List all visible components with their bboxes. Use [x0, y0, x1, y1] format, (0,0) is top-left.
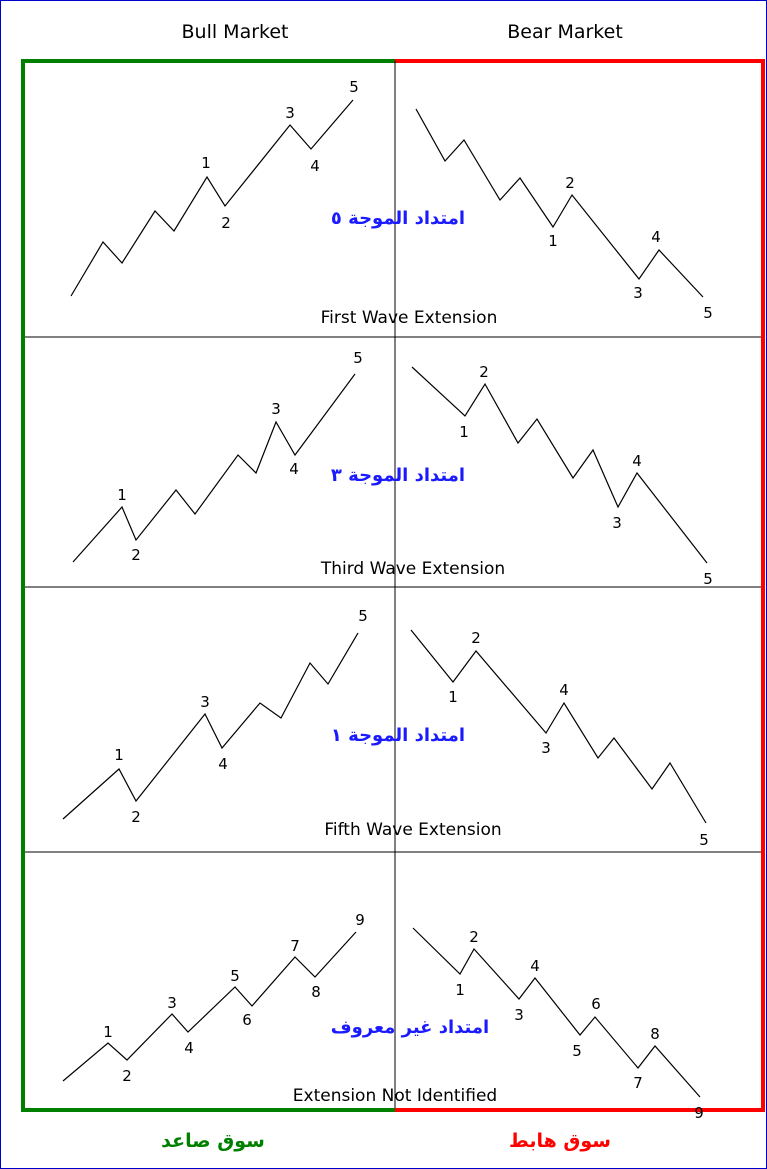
bull-label: 5	[349, 78, 359, 96]
bear-label: 3	[514, 1006, 524, 1024]
bear-label: 5	[703, 304, 713, 322]
bull-label: 5	[230, 967, 240, 985]
bull-market-arabic-label: سوق صاعد	[161, 1130, 265, 1152]
bear-wave-line	[410, 629, 707, 824]
panel-first-wave: 1 2 3 4 5 1 2 3 4 5 امتداد الموجة ٥ Firs…	[70, 78, 713, 328]
bull-label: 1	[103, 1023, 113, 1041]
bear-label: 2	[565, 174, 575, 192]
bull-label: 3	[271, 400, 281, 418]
panel-caption: Fifth Wave Extension	[324, 820, 501, 840]
bull-label: 2	[131, 808, 141, 826]
bear-label: 3	[633, 284, 643, 302]
bull-label: 5	[358, 607, 368, 625]
bull-label: 2	[131, 546, 141, 564]
bull-wave-line	[62, 931, 357, 1082]
panel-fifth-wave: 1 2 3 4 5 1 2 3 4 5 امتداد الموجة ١ Fift…	[62, 607, 709, 849]
bull-label: 3	[200, 693, 210, 711]
bull-label: 2	[122, 1067, 132, 1085]
bull-label: 1	[201, 154, 211, 172]
bull-border	[21, 59, 395, 1112]
bear-market-arabic-label: سوق هابط	[509, 1130, 611, 1152]
bear-label: 2	[469, 928, 479, 946]
panel-caption: First Wave Extension	[321, 308, 498, 328]
bear-label: 4	[651, 228, 661, 246]
bull-label: 3	[167, 994, 177, 1012]
bear-label: 5	[699, 831, 709, 849]
bull-label: 4	[184, 1039, 194, 1057]
bull-label: 4	[289, 460, 299, 478]
bear-border	[395, 59, 765, 1112]
bear-label: 9	[694, 1104, 704, 1122]
bear-wave-line	[412, 927, 701, 1098]
bear-label: 1	[455, 981, 465, 999]
bull-wave-line	[70, 99, 354, 297]
bear-wave-line	[415, 108, 704, 298]
bull-label: 4	[310, 157, 320, 175]
bear-label: 1	[459, 423, 469, 441]
bear-label: 3	[541, 739, 551, 757]
bear-label: 4	[530, 957, 540, 975]
arabic-caption: امتداد الموجة ٣	[331, 465, 465, 486]
bear-label: 2	[479, 363, 489, 381]
panel-third-wave: 1 2 3 4 5 1 2 3 4 5 امتداد الموجة ٣ Thir…	[72, 349, 713, 588]
bull-label: 5	[353, 349, 363, 367]
bear-label: 6	[591, 995, 601, 1013]
bear-wave-line	[411, 366, 708, 564]
bull-label: 1	[114, 746, 124, 764]
bull-label: 8	[311, 983, 321, 1001]
bear-label: 5	[572, 1042, 582, 1060]
arabic-caption: امتداد الموجة ٥	[331, 208, 465, 229]
arabic-caption: امتداد غير معروف	[331, 1017, 489, 1038]
bear-label: 4	[559, 681, 569, 699]
bear-label: 4	[632, 452, 642, 470]
bull-label: 6	[242, 1011, 252, 1029]
panel-caption: Extension Not Identified	[293, 1086, 497, 1106]
bull-label: 1	[117, 486, 127, 504]
bull-wave-line	[62, 632, 359, 820]
bull-label: 4	[218, 755, 228, 773]
panel-caption: Third Wave Extension	[320, 559, 505, 579]
bear-label: 3	[612, 514, 622, 532]
arabic-caption: امتداد الموجة ١	[331, 725, 465, 746]
bull-label: 2	[221, 214, 231, 232]
bear-label: 7	[633, 1074, 643, 1092]
bull-market-header: Bull Market	[182, 21, 289, 43]
bear-label: 1	[548, 232, 558, 250]
bear-label: 5	[703, 570, 713, 588]
bear-market-header: Bear Market	[507, 21, 623, 43]
panel-not-identified: 1 2 3 4 5 6 7 8 9 1 2 3 4 5 6 7 8 9 امتد…	[62, 911, 704, 1122]
bull-label: 3	[285, 104, 295, 122]
bull-wave-line	[72, 373, 356, 563]
bull-label: 7	[290, 937, 300, 955]
bull-label: 9	[355, 911, 365, 929]
bear-label: 8	[650, 1025, 660, 1043]
bear-label: 1	[448, 688, 458, 706]
bear-label: 2	[471, 629, 481, 647]
